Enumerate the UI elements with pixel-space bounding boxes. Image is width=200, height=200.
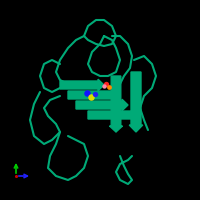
Point <box>107 85 111 89</box>
Point <box>104 82 108 86</box>
Point <box>93 92 97 96</box>
FancyArrow shape <box>88 109 140 121</box>
Point <box>85 91 89 95</box>
FancyArrow shape <box>110 76 122 132</box>
FancyArrow shape <box>60 79 104 91</box>
FancyArrow shape <box>129 72 143 132</box>
Point <box>89 95 93 99</box>
Point <box>14 174 18 178</box>
Point <box>102 84 106 88</box>
FancyArrow shape <box>68 89 120 101</box>
FancyArrow shape <box>76 99 128 111</box>
